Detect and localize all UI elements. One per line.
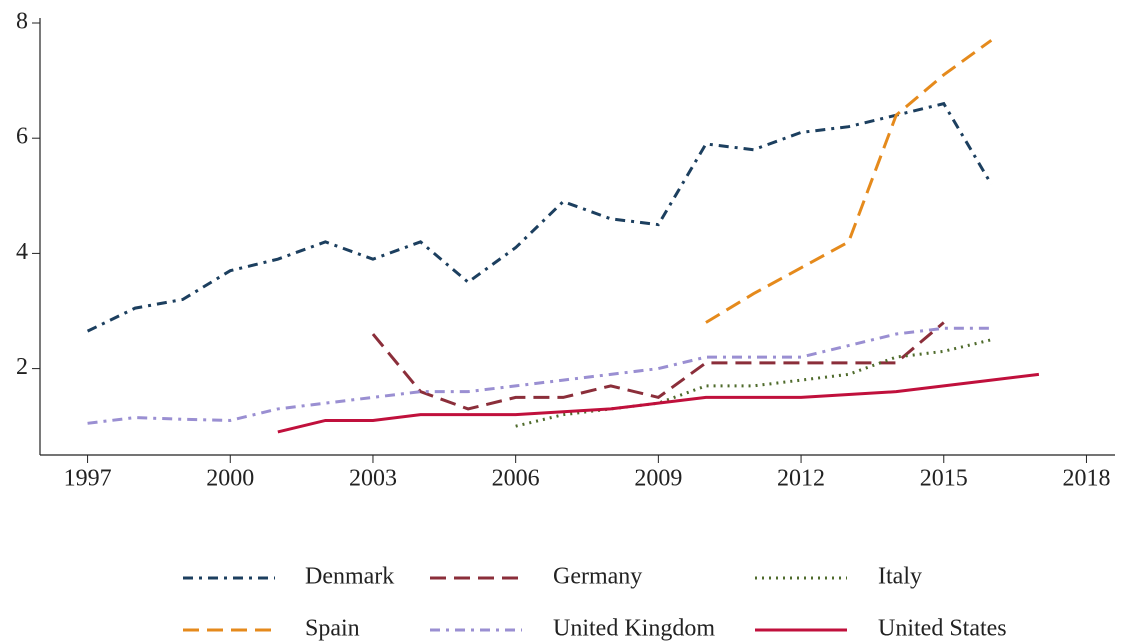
series-line [371, 321, 945, 411]
x-tick-label: 2000 [206, 466, 254, 492]
x-tick-label: 1997 [64, 466, 112, 492]
legend-label: Spain [305, 616, 360, 642]
legend-label: Denmark [305, 564, 394, 590]
legend-label: United States [878, 616, 1007, 642]
legend-label: United Kingdom [553, 616, 715, 642]
x-tick-label: 2018 [1062, 466, 1110, 492]
series-line [705, 39, 993, 324]
series-line [277, 372, 1040, 434]
y-tick-label: 8 [16, 9, 28, 35]
x-tick-label: 2015 [920, 466, 968, 492]
series-line [515, 338, 992, 428]
x-tick-label: 2012 [777, 466, 825, 492]
legend-label: Germany [553, 564, 642, 590]
y-tick-label: 2 [16, 354, 28, 380]
x-tick-label: 2003 [349, 466, 397, 492]
y-tick-label: 6 [16, 124, 28, 150]
x-tick-label: 2009 [634, 466, 682, 492]
x-tick-label: 2006 [492, 466, 540, 492]
y-tick-label: 4 [16, 239, 28, 265]
series-line [86, 101, 993, 333]
legend-label: Italy [878, 564, 922, 590]
series-line [87, 326, 992, 425]
